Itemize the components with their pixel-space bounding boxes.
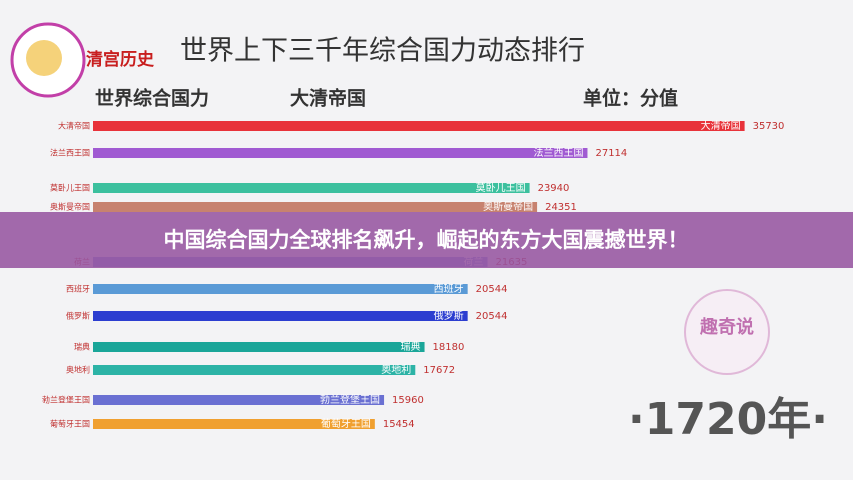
bar-inner-label: 瑞典 [401, 340, 421, 353]
bar-inner-label: 奥地利 [381, 363, 411, 376]
y-tick-label: 莫卧儿王国 [50, 183, 90, 193]
year: ·1720年· [628, 394, 828, 445]
value-label: 15960 [392, 395, 424, 406]
value-label: 23940 [538, 183, 570, 194]
value-label: 20544 [476, 311, 508, 322]
bar [93, 342, 425, 352]
y-tick-label: 法兰西王国 [50, 148, 90, 158]
unit: 单位：分值 [583, 87, 678, 110]
bar [93, 419, 375, 429]
bar-inner-label: 法兰西王国 [533, 146, 583, 159]
value-label: 35730 [753, 121, 785, 132]
y-tick-label: 俄罗斯 [66, 311, 90, 321]
y-tick-label: 西班牙 [66, 284, 90, 294]
leader-label: 世界综合国力 [95, 87, 209, 110]
logo-face [26, 40, 62, 76]
value-label: 27114 [595, 148, 627, 159]
banner: 中国综合国力全球排名飙升，崛起的东方大国震撼世界！ [164, 228, 689, 252]
value-label: 17672 [423, 365, 455, 376]
bar-inner-label: 莫卧儿王国 [476, 181, 526, 194]
watermark: 趣奇说 [699, 316, 754, 338]
bar [93, 311, 468, 321]
bar [93, 121, 745, 131]
y-tick-label: 大清帝国 [58, 121, 90, 131]
bar [93, 395, 385, 405]
bar [93, 202, 538, 212]
bar [93, 284, 468, 294]
y-tick-label: 瑞典 [74, 342, 90, 352]
y-tick-label: 葡萄牙王国 [50, 419, 90, 429]
value-label: 15454 [383, 419, 415, 430]
bar [93, 183, 530, 193]
value-label: 18180 [433, 342, 465, 353]
y-tick-label: 勃兰登堡王国 [42, 395, 90, 405]
bar-inner-label: 俄罗斯 [434, 309, 464, 322]
value-label: 20544 [476, 284, 508, 295]
watermark-circle [684, 289, 770, 375]
bar-inner-label: 勃兰登堡王国 [320, 393, 380, 406]
logo-text: 清宫历史 [86, 49, 155, 70]
chart-title: 世界上下三千年综合国力动态排行 [180, 36, 585, 67]
value-label: 24351 [545, 202, 577, 213]
banner-bg [0, 212, 853, 268]
bar-inner-label: 大清帝国 [701, 119, 741, 132]
bar-inner-label: 西班牙 [434, 283, 464, 295]
bar-inner-label: 奥斯曼帝国 [483, 200, 533, 213]
y-tick-label: 奥斯曼帝国 [50, 202, 90, 212]
leader: 大清帝国 [290, 87, 366, 110]
bar-inner-label: 葡萄牙王国 [321, 417, 371, 430]
bar [93, 148, 588, 158]
bar [93, 365, 416, 375]
y-tick-label: 奥地利 [66, 365, 90, 375]
